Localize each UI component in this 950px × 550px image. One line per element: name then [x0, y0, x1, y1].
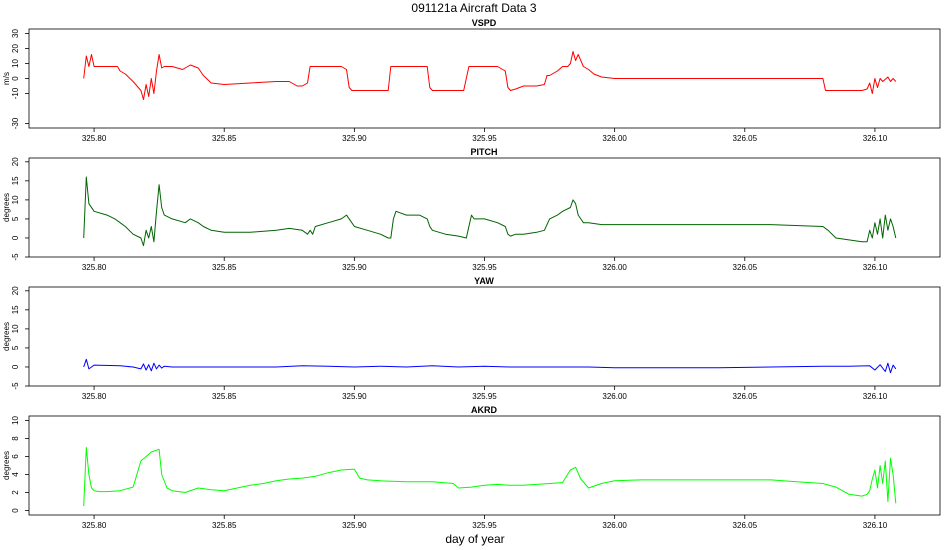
pitch-y-tick-label: 20 [11, 157, 20, 166]
yaw-y-tick-label: 15 [11, 305, 20, 314]
pitch-x-tick-label: 325.80 [82, 263, 107, 272]
yaw-x-tick-label: 326.00 [602, 392, 627, 401]
pitch-x-tick-label: 326.00 [602, 263, 627, 272]
akrd-x-tick-label: 325.90 [342, 521, 367, 530]
akrd-y-axis-label: degrees [2, 451, 11, 480]
akrd-y-tick-label: 8 [11, 436, 20, 441]
yaw-panel-title: YAW [474, 276, 494, 286]
yaw-y-axis-label: degrees [2, 322, 11, 351]
akrd-y-tick-label: 4 [11, 472, 20, 477]
vspd-x-tick-label: 325.90 [342, 134, 367, 143]
vspd-series-line [83, 51, 897, 100]
figure-title: 091121a Aircraft Data 3 [411, 1, 537, 15]
pitch-x-tick-label: 325.90 [342, 263, 367, 272]
yaw-panel: YAW degrees -5 0 5 10 15 20 325.80 325.85 325.90 32… [2, 276, 941, 401]
yaw-y-tick-label: 20 [11, 286, 20, 295]
x-axis-label: day of year [445, 532, 504, 546]
akrd-panel: AKRD degrees 0 2 4 6 8 10 325.80 325.85 325.90 325.… [2, 405, 941, 530]
vspd-x-tick-label: 325.85 [212, 134, 237, 143]
pitch-x-tick-label: 325.85 [212, 263, 237, 272]
pitch-x-tick-label: 326.10 [863, 263, 888, 272]
pitch-x-tick-label: 325.95 [472, 263, 497, 272]
vspd-y-tick-label: 0 [11, 76, 20, 81]
vspd-panel-title: VSPD [472, 18, 497, 28]
vspd-y-tick-label: 30 [11, 29, 20, 38]
pitch-series-line [83, 176, 897, 247]
yaw-x-tick-label: 326.10 [863, 392, 888, 401]
vspd-x-tick-label: 325.95 [472, 134, 497, 143]
akrd-x-tick-label: 325.80 [82, 521, 107, 530]
vspd-y-tick-label: -10 [11, 87, 20, 99]
pitch-y-tick-label: 15 [11, 176, 20, 185]
vspd-panel: VSPD m/s -30 -10 0 10 20 30 325.80 325.85 325.90 32… [2, 18, 941, 143]
akrd-x-tick-label: 326.10 [863, 521, 888, 530]
yaw-y-tick-label: 10 [11, 324, 20, 333]
akrd-plot-frame [28, 415, 941, 516]
vspd-x-tick-label: 326.00 [602, 134, 627, 143]
akrd-x-tick-label: 325.95 [472, 521, 497, 530]
yaw-x-tick-label: 325.85 [212, 392, 237, 401]
akrd-y-tick-label: 2 [11, 490, 20, 495]
pitch-plot-frame [28, 157, 941, 258]
pitch-y-tick-label: 0 [11, 235, 20, 240]
vspd-x-tick-label: 325.80 [82, 134, 107, 143]
vspd-y-tick-label: -30 [11, 117, 20, 129]
vspd-y-tick-label: 20 [11, 44, 20, 53]
pitch-panel: PITCH degrees -5 0 5 10 15 20 325.80 325.85 325.90… [2, 147, 941, 272]
akrd-y-tick-label: 0 [11, 508, 20, 513]
akrd-y-tick-label: 6 [11, 454, 20, 459]
yaw-x-tick-label: 326.05 [733, 392, 758, 401]
akrd-y-tick-label: 10 [11, 416, 20, 425]
vspd-y-tick-label: 10 [11, 59, 20, 68]
akrd-x-tick-label: 326.05 [733, 521, 758, 530]
akrd-series-line [83, 447, 897, 507]
pitch-y-tick-label: -5 [11, 253, 20, 261]
pitch-panel-title: PITCH [471, 147, 498, 157]
vspd-y-axis-label: m/s [2, 72, 11, 85]
pitch-y-tick-label: 5 [11, 216, 20, 221]
yaw-x-tick-label: 325.80 [82, 392, 107, 401]
pitch-y-tick-label: 10 [11, 195, 20, 204]
yaw-series-line [83, 358, 897, 374]
akrd-x-tick-label: 326.00 [602, 521, 627, 530]
yaw-y-tick-label: 5 [11, 345, 20, 350]
akrd-panel-title: AKRD [471, 405, 497, 415]
yaw-x-tick-label: 325.90 [342, 392, 367, 401]
yaw-plot-frame [28, 286, 941, 387]
akrd-x-tick-label: 325.85 [212, 521, 237, 530]
yaw-y-tick-label: -5 [11, 382, 20, 390]
vspd-x-tick-label: 326.05 [733, 134, 758, 143]
vspd-x-tick-label: 326.10 [863, 134, 888, 143]
pitch-x-tick-label: 326.05 [733, 263, 758, 272]
yaw-x-tick-label: 325.95 [472, 392, 497, 401]
pitch-y-axis-label: degrees [2, 193, 11, 222]
yaw-y-tick-label: 0 [11, 364, 20, 369]
